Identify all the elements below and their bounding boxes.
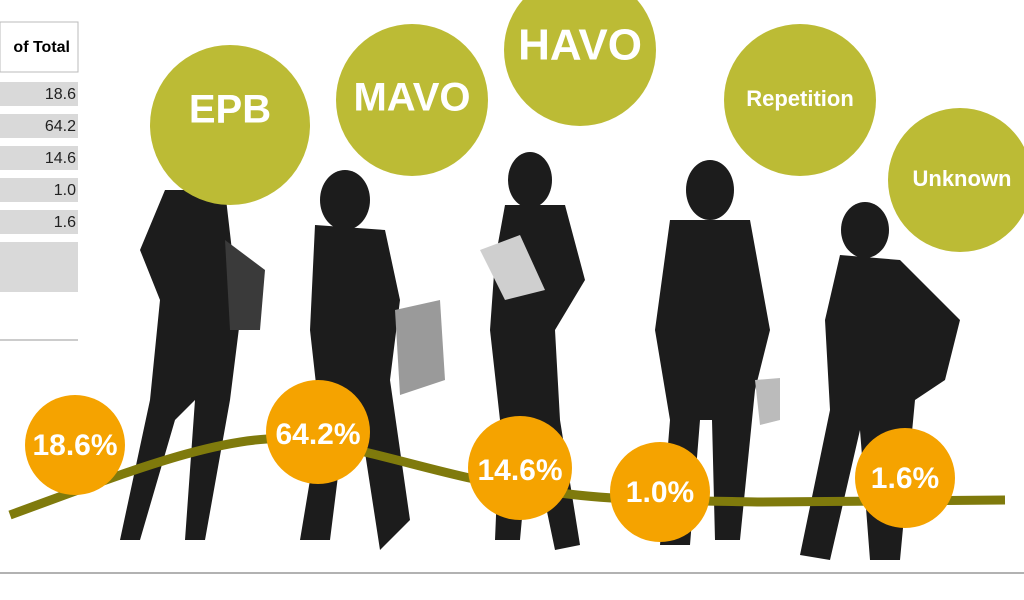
percent-label: 1.0% bbox=[626, 476, 694, 509]
table-cell: 1.0 bbox=[54, 182, 76, 199]
category-label: Unknown bbox=[913, 166, 1012, 191]
percent-label: 64.2% bbox=[275, 418, 360, 451]
table-row bbox=[0, 242, 78, 292]
infographic: of Total 18.6 64.2 14.6 1.0 1.6 bbox=[0, 0, 1024, 600]
table-cell: 1.6 bbox=[54, 214, 76, 231]
percent-label: 14.6% bbox=[477, 454, 562, 487]
percent-label: 1.6% bbox=[871, 462, 939, 495]
table-cell: 64.2 bbox=[45, 118, 76, 135]
percent-label: 18.6% bbox=[32, 429, 117, 462]
table: of Total 18.6 64.2 14.6 1.0 1.6 bbox=[0, 22, 78, 340]
category-label: HAVO bbox=[518, 21, 642, 70]
table-cell: 18.6 bbox=[45, 86, 76, 103]
category-label: MAVO bbox=[353, 76, 470, 120]
category-label: EPB bbox=[189, 88, 271, 132]
table-cell: 14.6 bbox=[45, 150, 76, 167]
table-header: of Total bbox=[13, 39, 70, 56]
category-label: Repetition bbox=[746, 86, 854, 111]
